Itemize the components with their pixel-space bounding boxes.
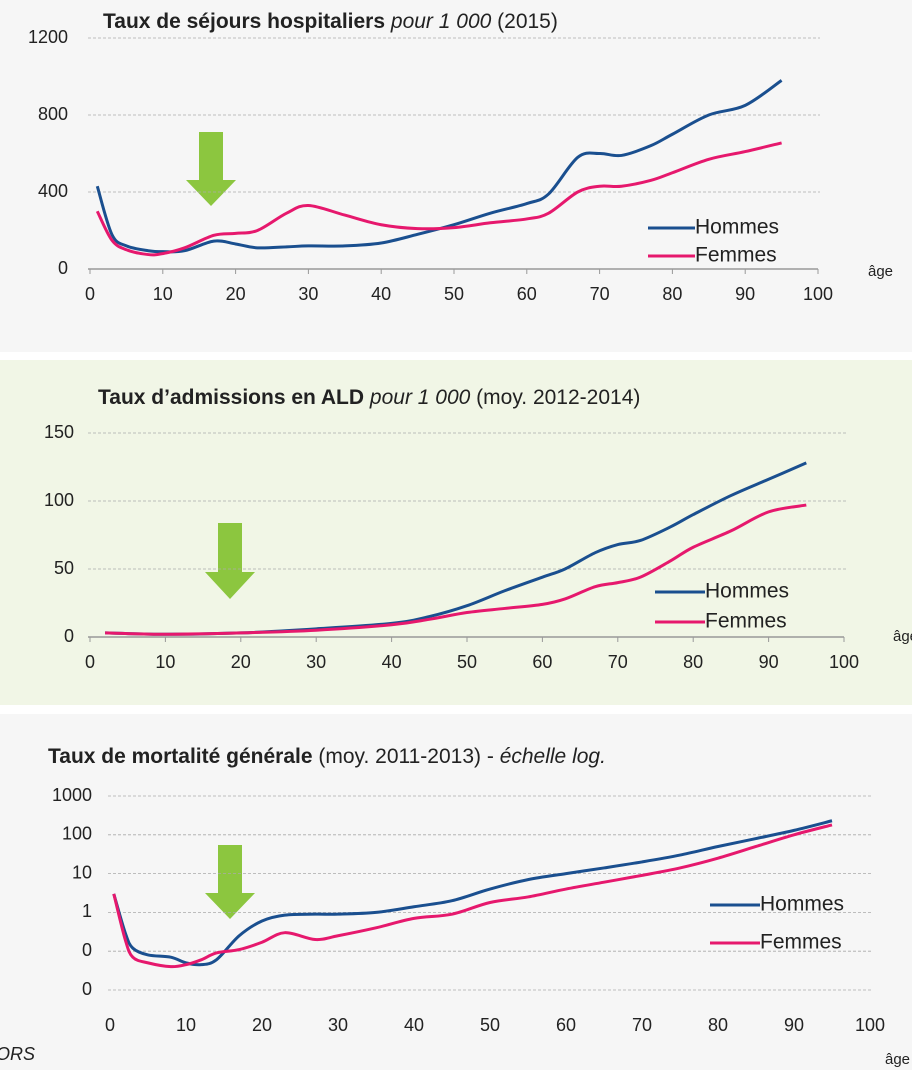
x-tick-label: 40	[382, 652, 402, 672]
x-tick-label: 90	[759, 652, 779, 672]
panel-1	[0, 0, 912, 352]
title-part: Taux d’admissions en ALD	[98, 386, 364, 409]
chart-title: Taux d’admissions en ALD pour 1 000 (moy…	[98, 386, 640, 409]
x-tick-label: 80	[708, 1015, 728, 1035]
source: ORS	[0, 1044, 35, 1064]
title-part: Taux de mortalité générale	[48, 745, 313, 768]
legend-label: Femmes	[705, 610, 787, 633]
x-tick-label: 70	[632, 1015, 652, 1035]
x-tick-label: 80	[683, 652, 703, 672]
title-part: échelle log.	[500, 745, 606, 768]
title-part: Taux de séjours hospitaliers	[103, 10, 385, 33]
y-tick-label: 1000	[52, 785, 92, 805]
x-tick-label: 0	[85, 284, 95, 304]
y-tick-label: 100	[62, 824, 92, 844]
title-part: pour 1 000	[390, 10, 492, 33]
x-tick-label: 60	[556, 1015, 576, 1035]
arrow	[205, 523, 255, 599]
x-tick-label: 100	[803, 284, 833, 304]
y-tick-label: 150	[44, 422, 74, 442]
legend-label: Hommes	[695, 216, 779, 239]
panel-2	[0, 360, 912, 705]
x-tick-label: 90	[735, 284, 755, 304]
x-tick-label: 20	[252, 1015, 272, 1035]
x-axis-label: âge	[893, 628, 912, 645]
line	[105, 503, 807, 636]
panel-3	[0, 714, 912, 1070]
x-tick-label: 0	[105, 1015, 115, 1035]
y-tick-label: 1200	[28, 27, 68, 47]
x-axis-label: âge	[868, 263, 893, 280]
x-tick-label: 60	[517, 284, 537, 304]
x-tick-label: 40	[404, 1015, 424, 1035]
y-tick-label: 0	[58, 258, 68, 278]
x-tick-label: 30	[328, 1015, 348, 1035]
title-part: (moy. 2011-2013) -	[318, 745, 493, 768]
title-part: (moy. 2012-2014)	[476, 386, 640, 409]
y-tick-label: 400	[38, 181, 68, 201]
legend-label: Femmes	[695, 244, 777, 267]
title-part: pour 1 000	[369, 386, 471, 409]
x-tick-label: 0	[85, 652, 95, 672]
chart-title: Taux de séjours hospitaliers pour 1 000 …	[103, 10, 558, 33]
y-tick-label: 800	[38, 104, 68, 124]
y-tick-label: 0	[82, 940, 92, 960]
title-part: (2015)	[497, 10, 558, 33]
x-tick-label: 30	[306, 652, 326, 672]
legend-label: Femmes	[760, 931, 842, 954]
x-axis-label: âge	[885, 1051, 910, 1068]
chart-title: Taux de mortalité générale (moy. 2011-20…	[48, 745, 606, 768]
x-tick-label: 90	[784, 1015, 804, 1035]
y-tick-label: 0	[64, 626, 74, 646]
arrows	[186, 132, 255, 919]
y-tick-label: 10	[72, 862, 92, 882]
x-tick-label: 30	[298, 284, 318, 304]
y-tick-label: 100	[44, 490, 74, 510]
arrow	[205, 845, 255, 919]
line	[112, 823, 833, 969]
x-tick-label: 60	[532, 652, 552, 672]
arrow	[186, 132, 236, 206]
x-tick-label: 100	[829, 652, 859, 672]
line	[112, 819, 833, 967]
y-tick-label: 0	[82, 979, 92, 999]
x-tick-label: 80	[662, 284, 682, 304]
line	[95, 141, 782, 257]
x-tick-label: 40	[371, 284, 391, 304]
y-tick-label: 50	[54, 558, 74, 578]
legend-label: Hommes	[760, 893, 844, 916]
x-tick-label: 20	[231, 652, 251, 672]
y-tick-label: 1	[82, 901, 92, 921]
x-tick-label: 50	[480, 1015, 500, 1035]
x-tick-label: 20	[226, 284, 246, 304]
x-tick-label: 70	[590, 284, 610, 304]
x-tick-label: 10	[153, 284, 173, 304]
x-tick-label: 50	[457, 652, 477, 672]
legend-label: Hommes	[705, 580, 789, 603]
x-tick-label: 10	[176, 1015, 196, 1035]
x-tick-label: 10	[155, 652, 175, 672]
line	[95, 79, 783, 254]
x-tick-label: 70	[608, 652, 628, 672]
x-tick-label: 50	[444, 284, 464, 304]
x-tick-label: 100	[855, 1015, 885, 1035]
